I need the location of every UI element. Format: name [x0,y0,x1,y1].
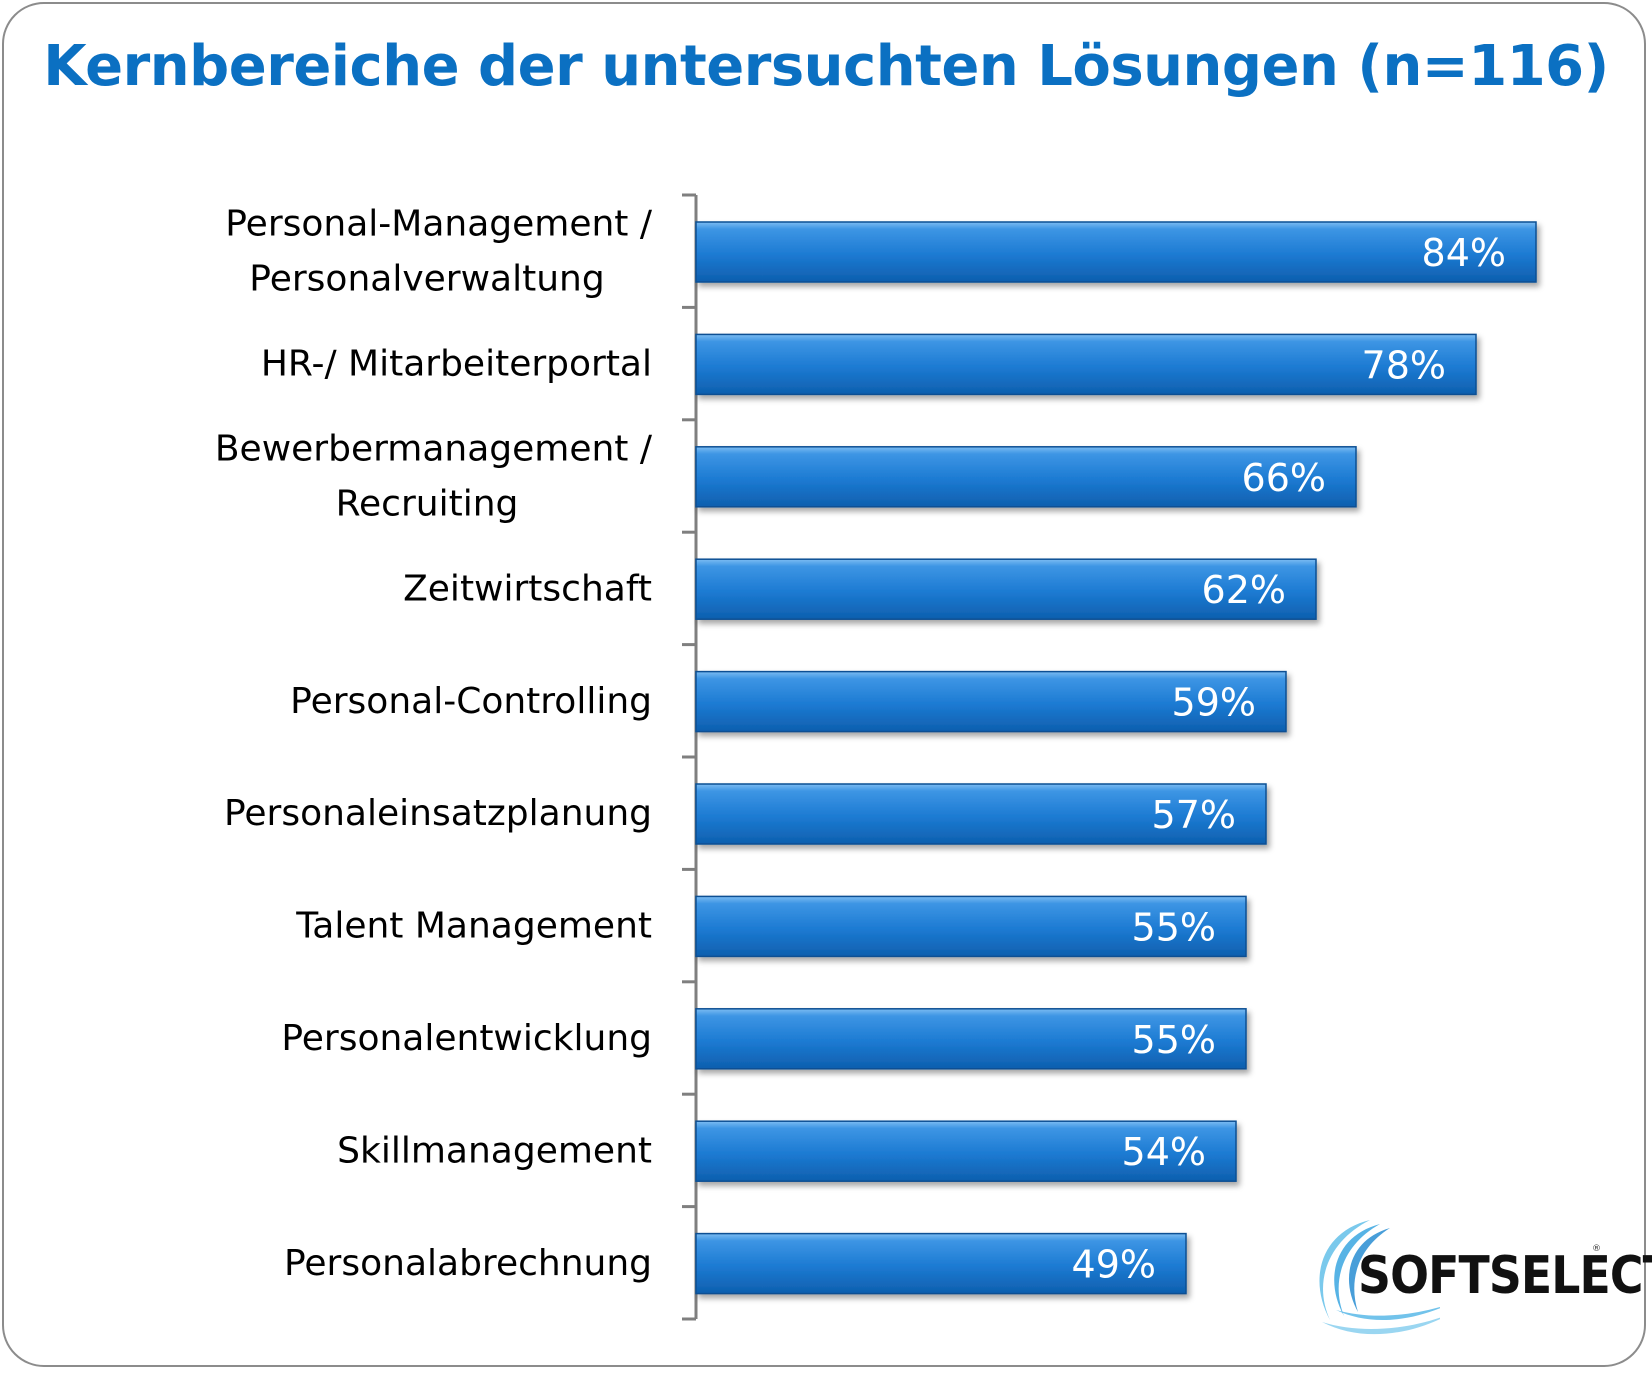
bar [695,446,1357,508]
swoosh-icon [1319,1220,1440,1335]
value-label: 59% [1172,681,1256,725]
registered-mark: ® [1592,1244,1601,1254]
bar [695,221,1537,283]
category-label: Personalabrechnung [284,1243,652,1284]
value-label: 55% [1132,905,1216,949]
category-labels: Personal-Management / Personalverwaltung H… [215,204,653,1284]
value-label: 62% [1202,568,1286,612]
category-label: Recruiting [336,484,519,525]
chart-title: Kernbereiche der untersuchten Lösungen (… [43,34,1609,99]
y-axis [682,193,698,1321]
softselect-logo: SOFTSELECT ® [1300,1210,1652,1350]
category-label: Zeitwirtschaft [403,568,652,609]
value-label: 54% [1122,1130,1206,1174]
category-label: Personal-Management / [225,204,653,245]
value-label: 66% [1242,456,1326,500]
category-label: Talent Management [295,906,652,947]
category-label: Personaleinsatzplanung [224,793,652,834]
bar [695,670,1287,733]
value-label: 84% [1422,231,1506,275]
bar [695,1120,1237,1182]
category-label: Personalentwicklung [281,1018,652,1059]
bar [695,895,1247,958]
value-label: 49% [1072,1243,1156,1287]
logo-text: SOFTSELECT [1358,1246,1652,1306]
bar [695,783,1267,845]
bar [695,1008,1247,1070]
category-label: Personal-Controlling [290,681,652,722]
category-label: Skillmanagement [337,1130,652,1171]
bar [695,558,1317,620]
value-label: 78% [1362,343,1446,387]
bar [695,333,1477,396]
value-label: 55% [1132,1018,1216,1062]
category-label: HR-/ Mitarbeiterportal [261,344,652,385]
category-label: Personalverwaltung [249,259,604,300]
category-label: Bewerbermanagement / [215,429,653,470]
bar [695,1232,1187,1295]
value-label: 57% [1152,793,1236,837]
bars [695,221,1537,1295]
value-labels: 84% 78% 66% 62% 59% 57% 55% 55% 54% 49% [1072,231,1506,1287]
